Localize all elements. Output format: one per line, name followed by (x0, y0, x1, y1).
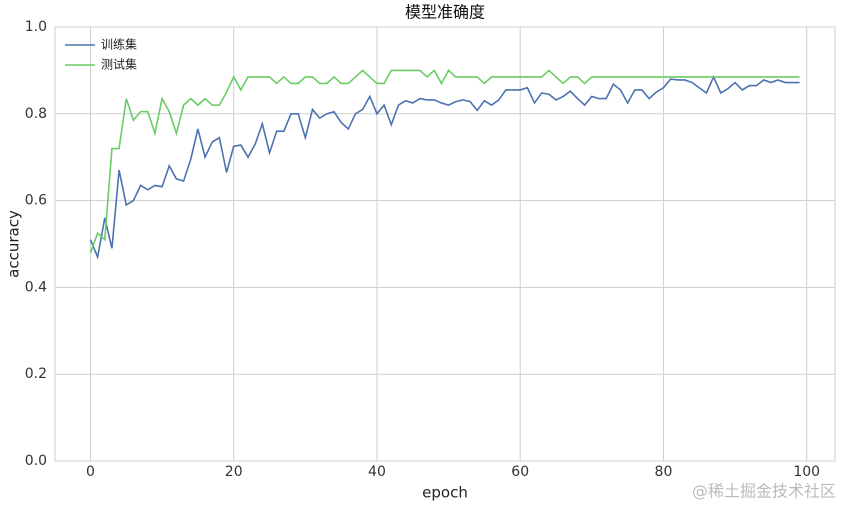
x-tick-label: 20 (225, 464, 243, 480)
plot-area (54, 26, 836, 462)
y-tick-label: 0.8 (25, 106, 47, 122)
lines (89, 69, 800, 260)
chart-title: 模型准确度 (405, 3, 485, 22)
y-axis-label: accuracy (5, 210, 23, 278)
y-tick-label: 1.0 (25, 19, 47, 35)
x-tick-label: 40 (368, 464, 386, 480)
watermark: @稀土掘金技术社区 (692, 482, 836, 501)
y-tick-label: 0.0 (25, 453, 47, 469)
y-tick-label: 0.2 (25, 366, 47, 382)
y-tick-label: 0.6 (25, 193, 47, 209)
x-tick-label: 0 (86, 464, 95, 480)
series-line (89, 69, 800, 253)
legend-label: 测试集 (101, 57, 137, 72)
x-tick-label: 60 (511, 464, 529, 480)
x-tick-label: 80 (655, 464, 673, 480)
x-axis-label: epoch (422, 484, 468, 502)
y-tick-label: 0.4 (25, 279, 47, 295)
series-line (89, 74, 800, 260)
legend-label: 训练集 (101, 37, 137, 52)
grid (55, 26, 835, 462)
x-tick-label: 100 (793, 464, 820, 480)
